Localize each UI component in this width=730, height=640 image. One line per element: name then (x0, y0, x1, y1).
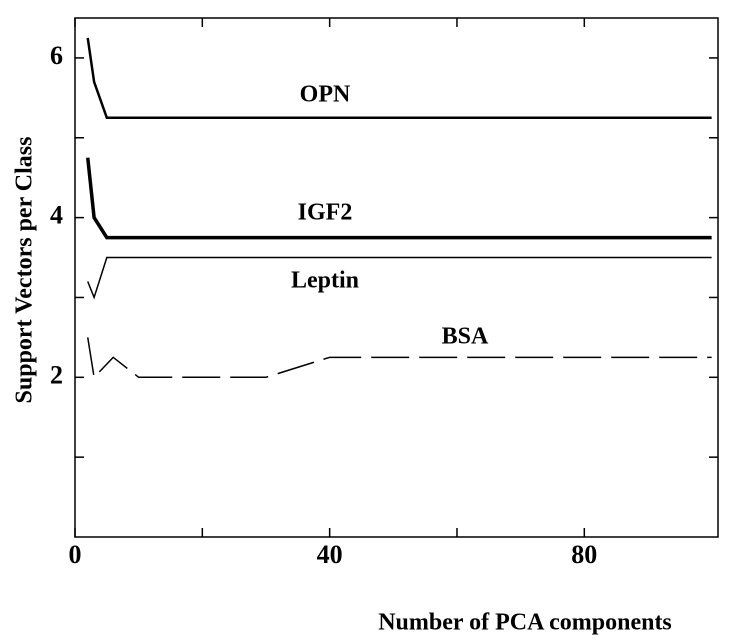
x-tick-label: 80 (571, 540, 597, 569)
series-line (86, 37, 712, 120)
annotation: IGF2 (298, 200, 353, 226)
plot-frame (74, 17, 719, 538)
series-line (87, 256, 712, 300)
x-tick-label: 40 (317, 540, 343, 569)
y-tick-label: 2 (50, 360, 63, 389)
annotation: BSA (442, 324, 489, 350)
annotation: OPN (300, 82, 351, 108)
x-tick-label: 0 (69, 540, 82, 569)
annotation: Leptin (291, 268, 359, 294)
y-tick-label: 6 (50, 41, 63, 70)
series-line (85, 157, 712, 240)
x-axis-label: Number of PCA components (378, 610, 672, 636)
y-axis-label: Support Vectors per Class (12, 137, 38, 404)
y-tick-label: 4 (50, 201, 63, 230)
series-line (86, 337, 712, 379)
